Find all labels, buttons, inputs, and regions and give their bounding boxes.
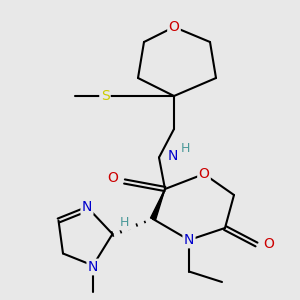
Text: H: H (120, 216, 129, 229)
Text: N: N (82, 200, 92, 214)
Text: H: H (181, 142, 190, 155)
Text: N: N (167, 149, 178, 163)
Text: N: N (88, 260, 98, 274)
Text: O: O (108, 172, 118, 185)
Polygon shape (151, 189, 165, 220)
Text: O: O (199, 167, 209, 181)
Text: N: N (184, 233, 194, 247)
Text: O: O (263, 238, 274, 251)
Text: S: S (100, 89, 109, 103)
Text: O: O (169, 20, 179, 34)
